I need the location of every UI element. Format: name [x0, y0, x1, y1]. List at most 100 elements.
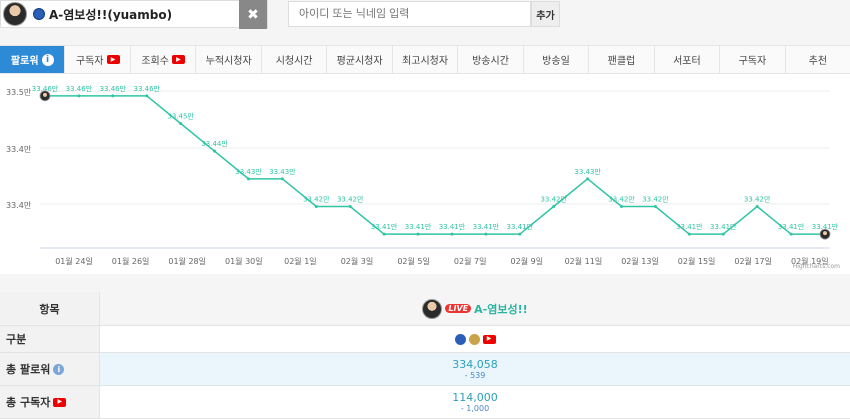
tab-label: 구독자 — [75, 56, 104, 67]
tab-broadcast-days[interactable]: 방송일 — [524, 46, 590, 73]
tab-watch-time[interactable]: 시청시간 — [262, 46, 328, 73]
tab-youtube-subscribers[interactable]: 구독자 ▶ — [65, 46, 131, 73]
tab-label: 추천 — [808, 56, 828, 67]
x-tick-label: 02월 3일 — [341, 256, 374, 266]
platform-badge-icon — [33, 8, 45, 20]
tab-peak-viewers[interactable]: 최고시청자 — [393, 46, 459, 73]
streamer-heading[interactable]: LIVE A-염보성!! — [422, 298, 528, 319]
tab-recommendations[interactable]: 추천 — [786, 46, 850, 73]
x-tick-label: 02월 9일 — [511, 256, 544, 266]
data-point — [382, 232, 386, 236]
data-label: 33.42만 — [608, 195, 635, 204]
tab-supporters[interactable]: 서포터 — [655, 46, 721, 73]
tab-average-viewers[interactable]: 평균시청자 — [327, 46, 393, 73]
streamer-avatar — [422, 298, 443, 319]
data-label: 33.46만 — [100, 84, 127, 93]
row-label: 구분 — [0, 326, 100, 352]
data-point — [620, 205, 624, 208]
stats-table: 항목 LIVE A-염보성!! 구분 ▶ 총 팔로워 i 334,058 - 53… — [0, 292, 850, 419]
remove-streamer-button[interactable]: ✖ — [239, 0, 267, 29]
header-label: 항목 — [0, 292, 100, 325]
x-tick-label: 02월 11일 — [565, 256, 603, 266]
series-line — [45, 95, 825, 235]
tab-label: 서포터 — [673, 56, 701, 67]
tab-youtube-views[interactable]: 조회수 ▶ — [131, 46, 197, 73]
data-label: 33.43만 — [235, 167, 262, 176]
x-tick-label: 02월 17일 — [734, 256, 772, 266]
data-point — [280, 177, 284, 181]
live-badge: LIVE — [445, 304, 472, 313]
tab-cumulative-viewers[interactable]: 누적시청자 — [196, 46, 262, 73]
chart-credit: Highcharts.com — [792, 263, 840, 270]
y-tick-label: 33.5만 — [6, 88, 32, 97]
data-label: 33.41만 — [439, 222, 466, 231]
data-point — [246, 177, 250, 181]
data-point — [518, 232, 522, 236]
data-label: 33.41만 — [710, 222, 737, 231]
tab-followers[interactable]: 팔로워 i — [0, 46, 66, 73]
data-point — [755, 205, 759, 208]
data-point — [314, 205, 318, 208]
total-subscribers-value: 114,000 — [452, 391, 498, 404]
x-tick-label: 01월 30일 — [225, 256, 263, 266]
data-label: 33.42만 — [303, 195, 330, 204]
x-tick-label: 01월 24일 — [55, 256, 93, 266]
data-label: 33.46만 — [133, 84, 160, 93]
data-point — [586, 177, 590, 181]
data-point — [416, 232, 420, 236]
avatar-face-icon — [823, 231, 827, 236]
info-icon[interactable]: i — [53, 363, 65, 375]
tab-broadcast-time[interactable]: 방송시간 — [458, 46, 524, 73]
tab-label: 구독자 — [738, 56, 767, 67]
add-button[interactable]: 추가 — [531, 1, 560, 27]
data-point — [77, 94, 81, 98]
y-tick-label: 33.4만 — [6, 201, 32, 210]
tab-fanclub[interactable]: 팬클럽 — [589, 46, 655, 73]
total-followers-delta: - 539 — [464, 371, 486, 380]
row-label: 총 구독자 — [6, 396, 51, 409]
tab-label: 누적시청자 — [205, 56, 252, 67]
tab-label: 팬클럽 — [607, 56, 636, 67]
follower-chart: 33.5만 33.4만 33.4만 01월 24일 01월 26일 01월 28일 01월 … — [0, 74, 850, 274]
data-label: 33.42만 — [337, 195, 364, 204]
data-point — [687, 232, 691, 236]
data-label: 33.46만 — [32, 84, 59, 93]
data-point — [145, 94, 149, 98]
tab-subscribers[interactable]: 구독자 — [720, 46, 786, 73]
x-tick-label: 01월 28일 — [168, 256, 206, 266]
info-icon: i — [41, 53, 54, 66]
data-point — [552, 205, 556, 208]
data-label: 33.43만 — [574, 167, 601, 176]
tab-label: 팔로워 — [10, 56, 39, 67]
x-tick-label: 02월 13일 — [621, 256, 659, 266]
tab-label: 최고시청자 — [402, 56, 449, 67]
data-label: 33.41만 — [778, 222, 805, 231]
row-label: 총 팔로워 — [6, 363, 51, 376]
data-label: 33.42만 — [744, 195, 771, 204]
data-label: 33.42만 — [540, 195, 567, 204]
data-point — [111, 94, 115, 98]
afreeca-icon[interactable] — [454, 333, 466, 345]
platform-icons: ▶ — [454, 333, 496, 345]
youtube-icon[interactable]: ▶ — [482, 334, 496, 344]
top-bar: A-염보성!!(yuambo) ✖ 추가 — [0, 0, 850, 30]
data-point — [179, 122, 183, 125]
streamer-avatar — [3, 2, 27, 26]
data-point — [789, 232, 793, 236]
data-point — [450, 232, 454, 236]
close-icon: ✖ — [247, 6, 259, 23]
table-row: 구분 ▶ — [0, 326, 850, 353]
x-tick-label: 02월 7일 — [454, 256, 487, 266]
data-label: 33.43만 — [269, 167, 296, 176]
search-input[interactable] — [288, 1, 531, 27]
total-subscribers-delta: - 1,000 — [460, 404, 490, 413]
table-header-row: 항목 LIVE A-염보성!! — [0, 292, 850, 326]
data-point — [721, 232, 725, 236]
data-label: 33.41만 — [812, 222, 839, 231]
selected-streamer-chip[interactable]: A-염보성!!(yuambo) ✖ — [0, 0, 268, 29]
tab-label: 시청시간 — [275, 56, 313, 67]
x-tick-label: 02월 19일 — [791, 256, 829, 266]
data-point — [484, 232, 488, 236]
data-label: 33.41만 — [676, 222, 703, 231]
trophy-icon[interactable] — [468, 333, 480, 345]
